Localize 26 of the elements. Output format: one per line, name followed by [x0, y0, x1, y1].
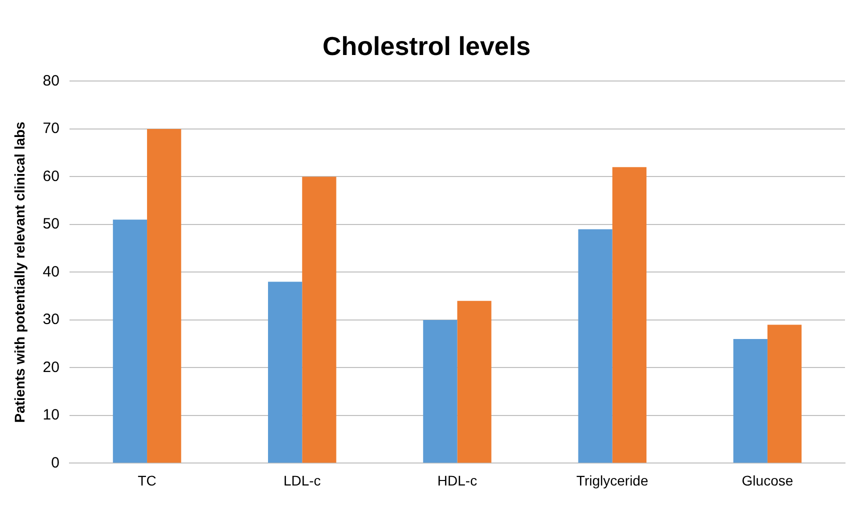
bar — [457, 300, 492, 463]
bar — [767, 324, 802, 463]
bar — [733, 339, 768, 463]
bar — [423, 320, 458, 463]
y-tick-label: 10 — [42, 406, 60, 424]
y-tick-label: 0 — [51, 454, 60, 472]
x-tick-label: Triglyceride — [576, 472, 648, 488]
bar — [578, 229, 612, 463]
y-tick-label: 40 — [42, 263, 60, 280]
chart-title: Cholestrol levels — [322, 30, 531, 61]
x-tick-label: TC — [138, 472, 156, 488]
y-tick-label: 70 — [42, 120, 60, 138]
x-tick-label: HDL-c — [437, 472, 478, 488]
x-tick-label: LDL-c — [283, 472, 321, 488]
y-tick-label: 30 — [42, 311, 60, 328]
y-tick-label: 80 — [42, 72, 60, 90]
bar — [147, 128, 182, 463]
bar — [302, 176, 336, 463]
y-tick-label: 20 — [42, 358, 60, 376]
x-tick-label: Glucose — [742, 472, 794, 488]
y-tick-label: 60 — [42, 168, 60, 185]
y-axis-title: Patients with potentially relevant clinical labs — [11, 121, 28, 423]
bar — [268, 282, 302, 463]
bar — [112, 220, 148, 463]
bar — [612, 167, 646, 463]
y-tick-label: 50 — [42, 216, 60, 233]
